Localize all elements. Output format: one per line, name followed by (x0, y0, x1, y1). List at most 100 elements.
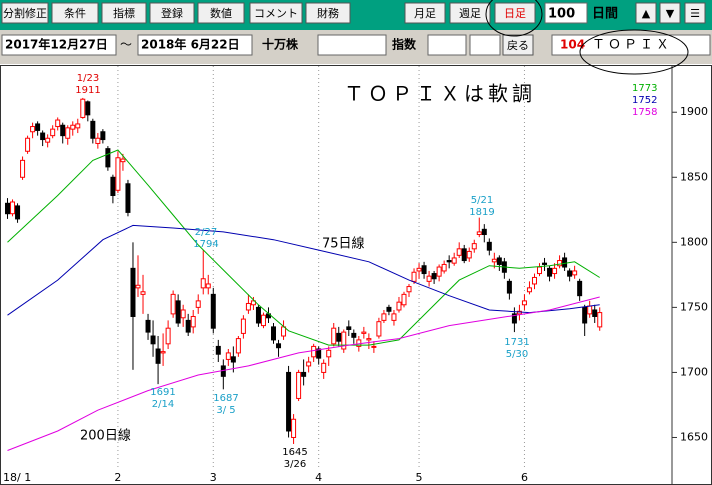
candle-body (70, 124, 76, 130)
annotation: 5/21 (471, 195, 493, 206)
candle-body (476, 231, 482, 236)
period-button[interactable] (404, 2, 446, 24)
candle-body (361, 331, 367, 334)
annotation: 1687 (213, 393, 238, 404)
candle-body (225, 352, 231, 360)
control-button-label: ▼ (666, 7, 675, 20)
tool-button-label: 指標 (113, 6, 135, 20)
period-button[interactable] (494, 2, 536, 24)
candle-body (90, 120, 96, 139)
candle-body (95, 137, 101, 144)
candle-body (552, 267, 558, 275)
candle-body (10, 201, 16, 215)
candle-body (542, 262, 548, 265)
tool-button[interactable] (149, 2, 195, 24)
candle-body (466, 250, 472, 259)
period-button-label: 月足 (414, 7, 436, 20)
candle-body (496, 257, 502, 265)
x-tick-label: 6 (521, 471, 528, 484)
candle-body (250, 300, 256, 306)
candle-body (50, 128, 56, 137)
candle-body (572, 270, 578, 276)
candle-body (15, 205, 21, 220)
candle-body (381, 313, 387, 321)
candle-body (391, 313, 397, 321)
back-button-label: 戻る (507, 39, 529, 52)
control-button[interactable] (684, 2, 706, 24)
tool-button[interactable] (1, 2, 49, 24)
tool-button[interactable] (101, 2, 147, 24)
candle-body (597, 312, 603, 328)
candle-body (205, 283, 211, 289)
tool-button[interactable] (305, 2, 351, 24)
highlight-oval (485, 0, 543, 37)
days-select[interactable] (544, 2, 588, 24)
chart-title: ＴＯＰＩＸは軟調 (344, 82, 536, 106)
annotation: 1691 (150, 387, 175, 398)
candle-body (341, 331, 347, 350)
end-date: 2018年 6月22日 (141, 37, 240, 52)
candle-body (180, 309, 186, 319)
y-tick-label: 1850 (680, 170, 708, 183)
unit-select[interactable] (317, 34, 387, 56)
period-button[interactable] (449, 2, 491, 24)
candle-body (306, 361, 312, 367)
annotation: 1819 (469, 207, 494, 218)
candle-body (185, 319, 191, 333)
candle-body (567, 270, 573, 277)
candle-body (120, 158, 126, 163)
start-box (1, 34, 117, 56)
x-tick-label: 18/ 1 (3, 471, 31, 484)
x-tick-label: 5 (416, 471, 423, 484)
candle-body (592, 309, 598, 317)
candle-body (547, 267, 553, 277)
candle-body (130, 267, 136, 317)
tool-button[interactable] (51, 2, 99, 24)
candle-body (140, 291, 146, 295)
candle-body (537, 266, 543, 275)
candle-body (582, 306, 588, 324)
annotation: 1794 (193, 239, 218, 250)
candle-body (316, 348, 322, 359)
candle-body (75, 123, 81, 129)
days-label: 日間 (592, 7, 618, 22)
annotation: 3/ 5 (216, 405, 235, 416)
back-button[interactable] (502, 34, 534, 56)
tool-button[interactable] (249, 2, 303, 24)
candle-body (296, 371, 302, 399)
annotation: 2/14 (152, 399, 174, 410)
line-label: 200日線 (80, 428, 131, 444)
candle-body (40, 132, 46, 141)
control-button[interactable] (635, 2, 657, 24)
candle-body (115, 157, 121, 191)
candle-body (346, 326, 352, 330)
candle-body (311, 345, 317, 358)
candle-body (481, 228, 487, 236)
tool-button-label: 条件 (64, 6, 86, 20)
candle-body (276, 343, 282, 349)
candle-body (5, 202, 11, 215)
candle-body (471, 243, 477, 250)
candle-body (491, 258, 497, 263)
candle-body (557, 260, 563, 267)
candle-body (461, 248, 467, 262)
control-button[interactable] (659, 2, 681, 24)
chart-frame (0, 65, 712, 485)
candle-body (396, 301, 402, 311)
candle-body (255, 306, 261, 324)
candle-body (20, 159, 26, 178)
candle-body (60, 124, 66, 137)
candle-body (150, 335, 156, 345)
candle-body (516, 310, 522, 315)
candle-body (426, 275, 432, 282)
latest-value: 1773 (632, 83, 657, 94)
y-tick-label: 1700 (680, 365, 708, 378)
candle-body (190, 315, 196, 328)
candle-body (301, 371, 307, 377)
y-tick-label: 1800 (680, 235, 708, 248)
tool-button-label: 財務 (317, 6, 339, 20)
candle-body (240, 318, 246, 334)
tool-button[interactable] (197, 2, 245, 24)
